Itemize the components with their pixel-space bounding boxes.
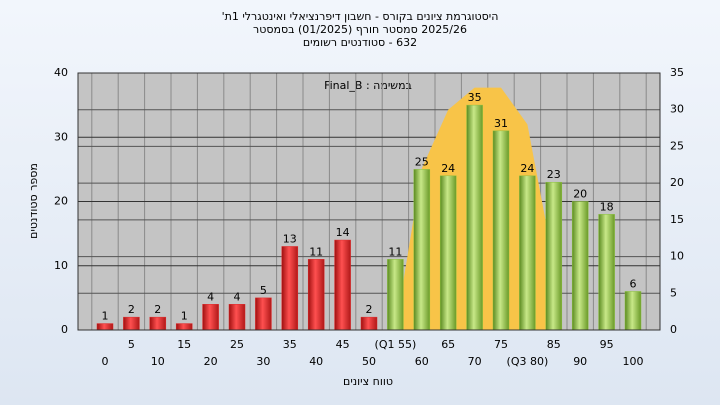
bar bbox=[519, 175, 536, 331]
bar bbox=[96, 323, 114, 331]
value-label: 35 bbox=[468, 91, 482, 104]
y-tick-label: 30 bbox=[54, 130, 68, 143]
bar bbox=[360, 316, 378, 331]
x-tick-label: 5 bbox=[128, 338, 135, 351]
bar bbox=[334, 239, 351, 331]
bar bbox=[624, 291, 642, 331]
bar bbox=[466, 104, 483, 331]
bar bbox=[123, 316, 140, 331]
y-tick-label: 0 bbox=[61, 323, 68, 336]
x-axis-label: טווח ציונים bbox=[343, 375, 393, 388]
x-tick-label: 45 bbox=[336, 338, 350, 351]
y-tick-label: 20 bbox=[54, 195, 68, 208]
x-tick-label: 30 bbox=[256, 355, 270, 368]
value-label: 1 bbox=[181, 310, 188, 323]
y2-tick-label: 35 bbox=[670, 66, 684, 79]
x-tick-label: 85 bbox=[547, 338, 561, 351]
x-tick-label: 70 bbox=[468, 355, 482, 368]
value-label: 11 bbox=[388, 245, 402, 258]
value-label: 4 bbox=[207, 290, 214, 303]
y-tick-label: 40 bbox=[54, 66, 68, 79]
x-tick-label: 90 bbox=[573, 355, 587, 368]
value-label: 14 bbox=[336, 226, 350, 239]
value-label: 18 bbox=[600, 200, 614, 213]
plot-frame bbox=[77, 72, 661, 331]
value-label: 6 bbox=[630, 277, 637, 290]
value-label: 31 bbox=[494, 117, 508, 130]
x-tick-label: 65 bbox=[441, 338, 455, 351]
y-tick-label: 10 bbox=[54, 259, 68, 272]
value-label: 4 bbox=[234, 290, 241, 303]
y2-tick-label: 5 bbox=[670, 286, 677, 299]
x-tick-label: 20 bbox=[204, 355, 218, 368]
value-label: 24 bbox=[520, 162, 534, 175]
y2-tick-label: 20 bbox=[670, 176, 684, 189]
bar bbox=[439, 175, 457, 331]
value-label: 1 bbox=[102, 310, 109, 323]
chart-subtitle: 632 - סטודנטים רשומים bbox=[303, 36, 417, 49]
x-tick-label: 60 bbox=[415, 355, 429, 368]
bar bbox=[281, 246, 299, 331]
bar bbox=[175, 323, 193, 331]
bar bbox=[492, 130, 510, 331]
bar bbox=[598, 214, 615, 331]
value-label: 11 bbox=[309, 245, 323, 258]
x-tick-label: 50 bbox=[362, 355, 376, 368]
y2-tick-label: 30 bbox=[670, 103, 684, 116]
x-tick-label: 10 bbox=[151, 355, 165, 368]
y2-tick-label: 25 bbox=[670, 139, 684, 152]
value-label: 23 bbox=[547, 168, 561, 181]
x-tick-label: (Q3 80) bbox=[507, 355, 549, 368]
value-label: 13 bbox=[283, 232, 297, 245]
y2-tick-label: 0 bbox=[670, 323, 677, 336]
value-label: 5 bbox=[260, 284, 267, 297]
y2-tick-label: 15 bbox=[670, 213, 684, 226]
annotation: במשימה : Final_B bbox=[324, 79, 412, 92]
chart-subtitle: 2025/26 סמסטר חורף (01/2025) בסמסטר bbox=[253, 23, 467, 36]
y2-tick-label: 10 bbox=[670, 250, 684, 263]
bar bbox=[228, 304, 246, 331]
value-label: 20 bbox=[573, 188, 587, 201]
value-label: 2 bbox=[366, 303, 373, 316]
chart-title: היסטוגרמת ציונים בקורס - חשבון דיפרנציאל… bbox=[222, 10, 499, 23]
value-label: 24 bbox=[441, 162, 455, 175]
x-tick-label: 0 bbox=[102, 355, 109, 368]
value-label: 2 bbox=[128, 303, 135, 316]
x-tick-label: 40 bbox=[309, 355, 323, 368]
bar bbox=[255, 297, 272, 331]
bar bbox=[307, 259, 325, 331]
x-tick-label: 35 bbox=[283, 338, 297, 351]
x-tick-label: 75 bbox=[494, 338, 508, 351]
x-tick-label: 95 bbox=[600, 338, 614, 351]
x-tick-label: 25 bbox=[230, 338, 244, 351]
value-label: 2 bbox=[154, 303, 161, 316]
bar bbox=[571, 201, 589, 331]
value-label: 25 bbox=[415, 155, 429, 168]
x-tick-label: 100 bbox=[623, 355, 644, 368]
y-axis-label: מספר סטודנטים bbox=[27, 163, 40, 239]
bar bbox=[387, 259, 404, 331]
bar bbox=[545, 181, 563, 331]
bar bbox=[202, 304, 219, 331]
bar bbox=[149, 316, 167, 331]
x-tick-label: 15 bbox=[177, 338, 191, 351]
x-tick-label: (Q1 55) bbox=[375, 338, 417, 351]
bar bbox=[413, 169, 431, 331]
